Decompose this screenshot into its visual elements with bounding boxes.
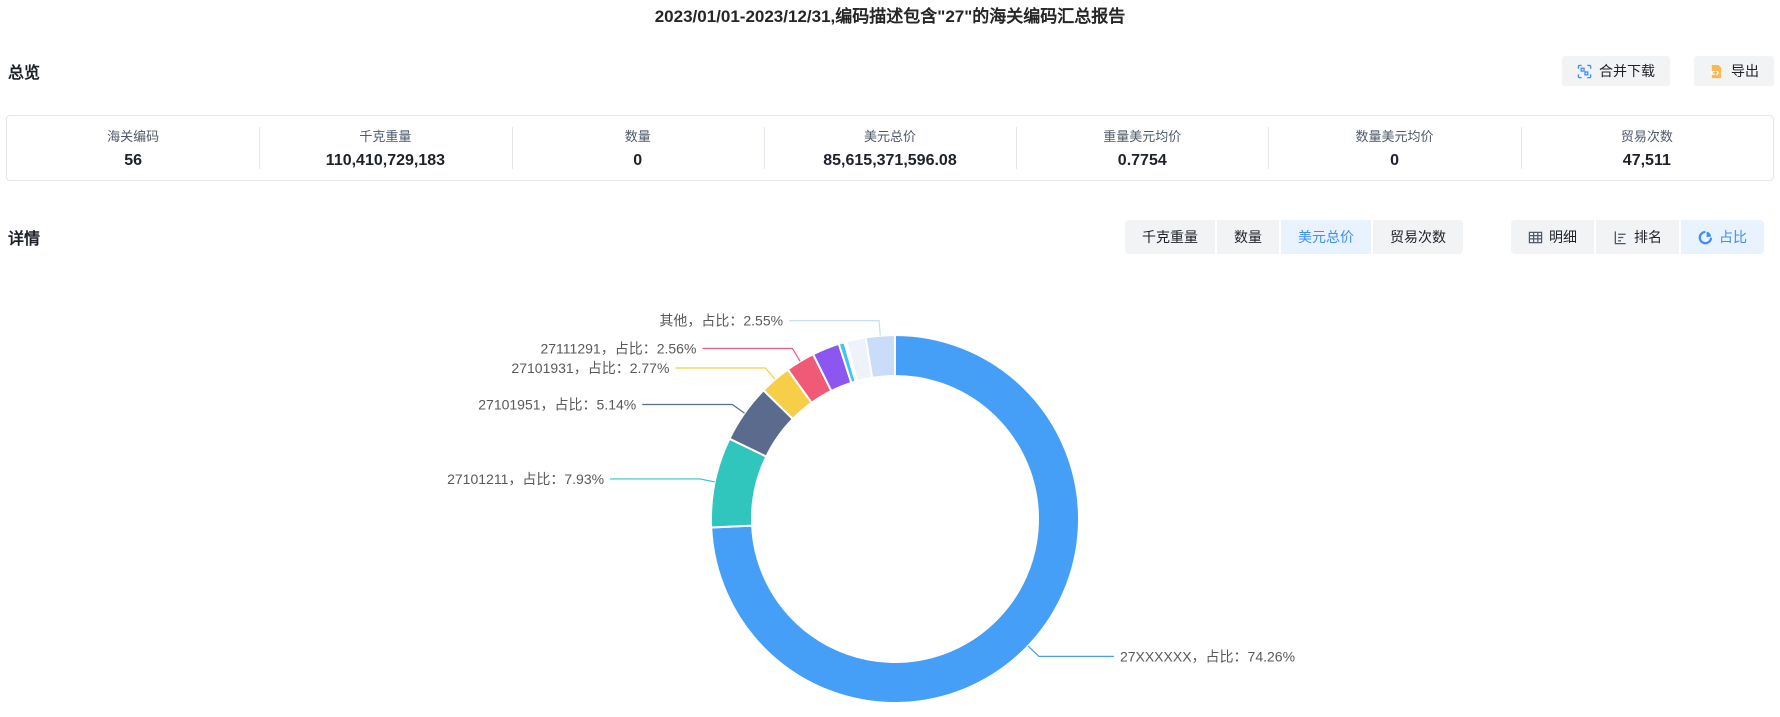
overview-actions: 合并下载 导出 — [1562, 56, 1774, 86]
tab-kg-weight[interactable]: 千克重量 — [1125, 220, 1215, 254]
tab-label: 数量 — [1234, 229, 1262, 245]
detail-heading: 详情 — [8, 231, 41, 248]
stat-hs-code: 海关编码 56 — [7, 122, 259, 174]
pie-label-line-27XXXXXX — [1027, 645, 1114, 658]
pie-label-其他: 其他，占比：2.55% — [659, 313, 783, 329]
detail-controls: 千克重量 数量 美元总价 贸易次数 明细 排名 占比 — [1125, 220, 1764, 254]
tab-ranking[interactable]: 排名 — [1596, 220, 1679, 254]
pie-label-27101951: 27101951，占比：5.14% — [478, 396, 636, 412]
pie-label-line-27101951 — [642, 403, 745, 414]
export-button[interactable]: 导出 — [1694, 56, 1774, 86]
table-icon — [1528, 230, 1543, 245]
stat-usd-total: 美元总价 85,615,371,596.08 — [764, 122, 1016, 174]
stat-label: 千克重量 — [359, 129, 412, 144]
overview-stats-bar: 海关编码 56 千克重量 110,410,729,183 数量 0 美元总价 8… — [6, 115, 1774, 181]
merge-download-button[interactable]: 合并下载 — [1562, 56, 1670, 86]
stat-value: 110,410,729,183 — [325, 152, 446, 169]
detail-header: 详情 千克重量 数量 美元总价 贸易次数 明细 排名 占比 — [0, 219, 1780, 255]
export-label: 导出 — [1731, 63, 1759, 79]
page-title: 2023/01/01-2023/12/31,编码描述包含"27"的海关编码汇总报… — [654, 7, 1126, 26]
tab-quantity[interactable]: 数量 — [1217, 220, 1279, 254]
stat-value: 0.7754 — [1117, 152, 1167, 169]
stat-label: 数量 — [624, 129, 651, 144]
pie-label-line-其他 — [789, 320, 881, 336]
merge-download-label: 合并下载 — [1599, 63, 1655, 79]
stat-trade-count: 贸易次数 47,511 — [1521, 122, 1773, 174]
stat-usd-per-quantity: 数量美元均价 0 — [1268, 122, 1520, 174]
donut-chart: 27XXXXXX，占比：74.26% 27101211，占比：7.93% 27101… — [0, 255, 1780, 717]
pie-label-line-27101931 — [675, 367, 776, 380]
stat-value: 56 — [124, 152, 143, 169]
tab-label: 明细 — [1549, 229, 1577, 245]
overview-header: 总览 合并下载 导出 — [0, 55, 1780, 87]
overview-heading: 总览 — [8, 65, 41, 82]
tab-label: 占比 — [1719, 229, 1747, 245]
stat-kg-weight: 千克重量 110,410,729,183 — [259, 122, 511, 174]
ranking-icon — [1613, 230, 1628, 245]
pie-label-line-27101211 — [610, 478, 715, 483]
tab-label: 排名 — [1634, 229, 1662, 245]
tab-usd-total[interactable]: 美元总价 — [1281, 220, 1371, 254]
stat-label: 贸易次数 — [1620, 129, 1673, 144]
stat-value: 47,511 — [1622, 152, 1671, 169]
tab-trade-count[interactable]: 贸易次数 — [1373, 220, 1463, 254]
stat-value: 85,615,371,596.08 — [823, 152, 957, 169]
tab-proportion[interactable]: 占比 — [1681, 220, 1764, 254]
pie-label-27111291: 27111291，占比：2.56% — [540, 340, 696, 356]
stat-label: 海关编码 — [107, 129, 160, 144]
stat-value: 0 — [1390, 152, 1399, 169]
tab-detail-list[interactable]: 明细 — [1511, 220, 1594, 254]
view-tab-group: 明细 排名 占比 — [1511, 220, 1764, 254]
pie-label-line-27111291 — [702, 347, 801, 362]
pie-slice-27XXXXXX[interactable] — [710, 334, 1080, 704]
tab-label: 美元总价 — [1298, 229, 1354, 245]
export-icon — [1709, 64, 1724, 79]
stat-usd-per-weight: 重量美元均价 0.7754 — [1016, 122, 1268, 174]
tab-label: 贸易次数 — [1390, 229, 1446, 245]
pie-label-27101931: 27101931，占比：2.77% — [511, 360, 669, 376]
tab-label: 千克重量 — [1142, 229, 1198, 245]
pie-label-27101211: 27101211，占比：7.93% — [447, 471, 604, 487]
metric-tab-group: 千克重量 数量 美元总价 贸易次数 — [1125, 220, 1463, 254]
pie-slice-其他[interactable] — [864, 334, 896, 379]
stat-quantity: 数量 0 — [512, 122, 764, 174]
stat-value: 0 — [633, 152, 643, 169]
stat-label: 重量美元均价 — [1103, 129, 1182, 144]
pie-label-27XXXXXX: 27XXXXXX，占比：74.26% — [1120, 648, 1295, 664]
pie-icon — [1698, 230, 1713, 245]
stat-label: 美元总价 — [863, 129, 916, 144]
merge-download-icon — [1577, 64, 1592, 79]
stat-label: 数量美元均价 — [1355, 129, 1434, 144]
